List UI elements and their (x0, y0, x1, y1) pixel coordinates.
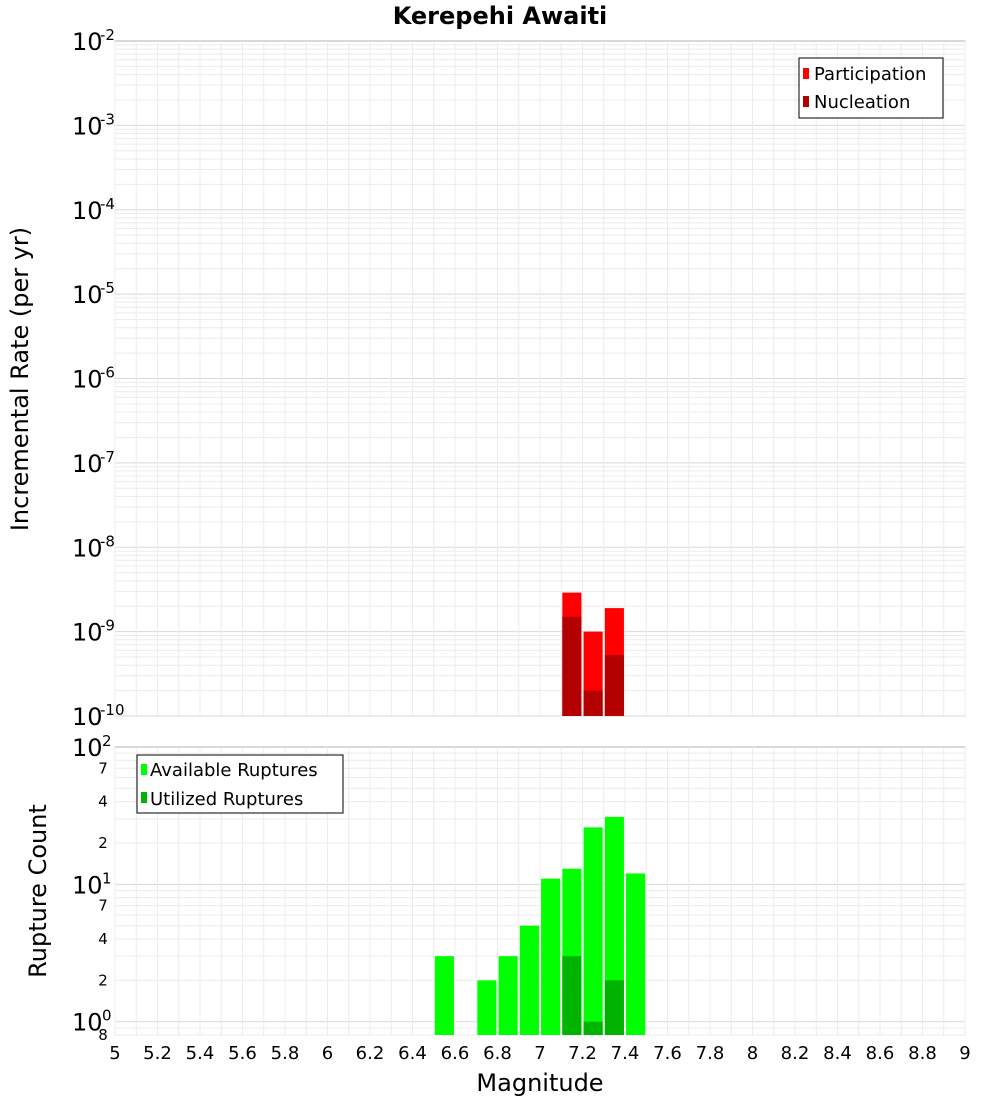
count-y-tick-exponent: 2 (102, 732, 112, 750)
rate-y-tick-label: 10 (72, 450, 103, 478)
magnitude-tick-label: 8 (747, 1043, 758, 1064)
count-y-minor-tick-label: 2 (98, 834, 108, 852)
rate-y-tick-exponent: -9 (100, 617, 115, 635)
nucleation-bar (583, 690, 603, 716)
rate-y-tick-exponent: -2 (100, 26, 115, 44)
magnitude-tick-labels: 5 5.2 5.4 5.6 5.8 6 6.2 6.4 6.6 6.8 7 7.2 7.4 7.6 7.8 8… (109, 1043, 970, 1064)
magnitude-tick-label: 7.6 (653, 1043, 682, 1064)
magnitude-tick-label: 5.8 (271, 1043, 300, 1064)
count-y-tick-label: 10 (72, 871, 103, 899)
count-y-minor-tick-label: 7 (98, 759, 108, 777)
rate-y-tick-exponent: -4 (100, 195, 115, 213)
rate-y-tick-label: 10 (72, 28, 103, 56)
rate-y-tick-exponent: -6 (100, 364, 115, 382)
rate-y-tick-label: 10 (72, 619, 103, 647)
magnitude-tick-label: 6.4 (398, 1043, 427, 1064)
available-ruptures-bar (626, 873, 646, 1035)
count-y-minor-tick-label: 2 (98, 971, 108, 989)
utilized-ruptures-bar (604, 980, 624, 1035)
utilized-ruptures-bar (562, 956, 582, 1035)
count-y-axis-label: Rupture Count (24, 804, 52, 978)
nucleation-legend-label: Nucleation (814, 92, 910, 113)
rate-legend: Participation Nucleation (798, 57, 944, 119)
magnitude-tick-label: 7.2 (568, 1043, 597, 1064)
rate-y-tick-label: 10 (72, 197, 103, 225)
rate-bars (562, 592, 624, 716)
magnitude-tick-label: 9 (959, 1043, 970, 1064)
available-ruptures-bar (498, 956, 518, 1035)
magnitude-tick-label: 6.8 (483, 1043, 512, 1064)
count-y-tick-exponent: 0 (102, 1007, 112, 1025)
count-y-minor-tick-label: 7 (98, 897, 108, 915)
magnitude-tick-label: 6 (322, 1043, 333, 1064)
participation-legend-label: Participation (814, 64, 926, 85)
rate-y-tick-label: 10 (72, 281, 103, 309)
magnitude-tick-label: 7 (534, 1043, 545, 1064)
participation-legend-swatch (803, 68, 809, 79)
rate-y-tick-exponent: -3 (100, 110, 115, 128)
magnitude-tick-label: 6.2 (356, 1043, 385, 1064)
magnitude-tick-label: 5.6 (228, 1043, 257, 1064)
chart-title: Kerepehi Awaiti (393, 2, 608, 30)
available-ruptures-bar (583, 827, 603, 1035)
count-y-tick-label: 10 (72, 1009, 103, 1037)
magnitude-tick-label: 8.8 (908, 1043, 937, 1064)
magnitude-tick-label: 6.6 (441, 1043, 470, 1064)
nucleation-bar (604, 654, 624, 716)
rate-y-tick-exponent: -10 (100, 701, 125, 719)
available-ruptures-bar (477, 980, 497, 1035)
rate-y-tick-exponent: -7 (100, 448, 115, 466)
count-legend: Available Ruptures Utilized Ruptures (136, 754, 344, 814)
rate-y-tick-label: 10 (72, 703, 103, 731)
magnitude-tick-label: 8.2 (781, 1043, 810, 1064)
rate-legend-box (798, 57, 944, 119)
available-legend-label: Available Ruptures (150, 760, 318, 781)
magnitude-tick-label: 7.8 (696, 1043, 725, 1064)
available-ruptures-bar (541, 878, 561, 1035)
magnitude-axis-label: Magnitude (476, 1069, 603, 1097)
count-y-tick-exponent: 1 (102, 869, 112, 887)
utilized-legend-swatch (141, 792, 147, 803)
rate-gridlines (114, 41, 966, 717)
count-y-tick-label: 10 (72, 734, 103, 762)
magnitude-tick-label: 5.4 (186, 1043, 215, 1064)
count-gridlines (114, 747, 966, 1036)
nucleation-bar (562, 616, 582, 716)
rate-y-tick-label: 10 (72, 366, 103, 394)
rate-y-tick-exponent: -8 (100, 532, 115, 550)
rate-y-tick-exponent: -5 (100, 279, 115, 297)
count-y-minor-tick-label: 8 (98, 1026, 108, 1044)
rate-y-axis-label: Incremental Rate (per yr) (6, 227, 34, 531)
magnitude-tick-label: 5 (109, 1043, 120, 1064)
nucleation-legend-swatch (803, 96, 809, 107)
count-bars (434, 816, 646, 1035)
utilized-ruptures-bar (583, 1021, 603, 1035)
rate-y-tick-label: 10 (72, 112, 103, 140)
magnitude-tick-label: 8.6 (866, 1043, 895, 1064)
available-legend-swatch (141, 764, 147, 775)
magnitude-tick-label: 7.4 (611, 1043, 640, 1064)
rate-y-tick-labels: 10-210-310-410-510-610-710-810-910-10 (72, 26, 125, 731)
count-legend-box (136, 754, 344, 814)
utilized-legend-label: Utilized Ruptures (150, 789, 303, 810)
magnitude-tick-label: 8.4 (823, 1043, 852, 1064)
available-ruptures-bar (434, 956, 454, 1035)
available-ruptures-bar (519, 925, 539, 1035)
count-y-minor-tick-label: 4 (98, 930, 108, 948)
rate-y-tick-label: 10 (72, 534, 103, 562)
magnitude-tick-label: 5.2 (143, 1043, 172, 1064)
count-y-minor-tick-label: 4 (98, 793, 108, 811)
rate-panel: 10-210-310-410-510-610-710-810-910-10 In… (6, 26, 966, 731)
